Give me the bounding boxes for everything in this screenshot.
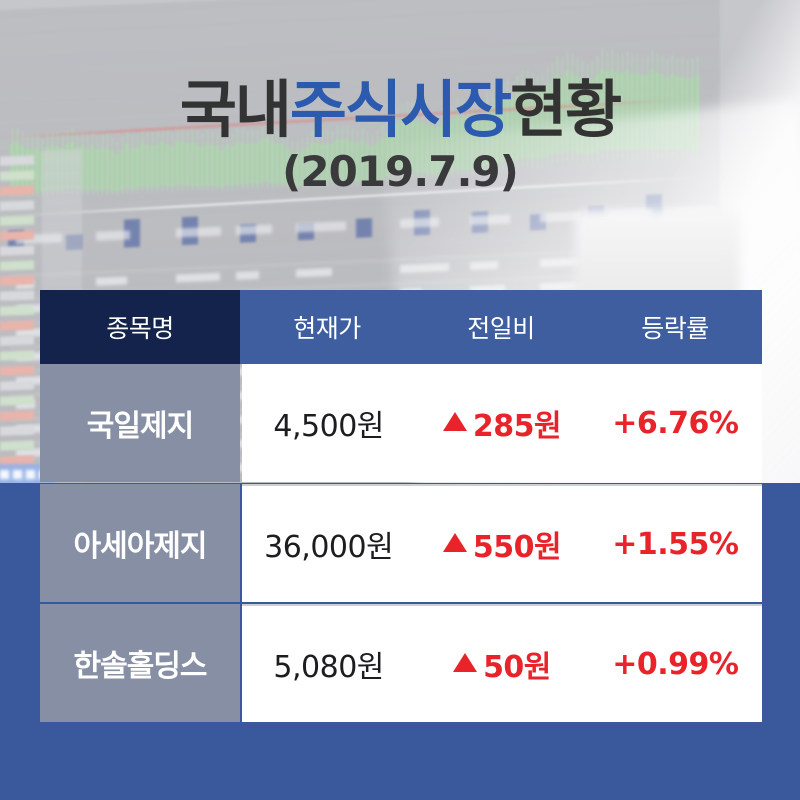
cell-stock-name: 아세아제지 [40, 484, 240, 602]
cell-change-rate: +1.55% [612, 526, 739, 562]
title-block: 국내주식시장현황 (2019.7.9) [0, 78, 800, 196]
column-header-name: 종목명 [40, 290, 240, 364]
cell-current-price: 36,000원 [264, 530, 394, 565]
row-values: 36,000원 550원 +1.55% [242, 484, 762, 602]
cell-change-rate: +0.99% [612, 646, 739, 682]
row-values: 4,500원 285원 +6.76% [242, 364, 762, 482]
table-row: 국일제지 4,500원 285원 +6.76% [40, 364, 762, 482]
column-header-change: 전일비 [414, 290, 588, 364]
column-header-price: 현재가 [240, 290, 414, 364]
title-segment-domestic: 국내 [179, 73, 292, 146]
triangle-up-icon [453, 652, 478, 672]
table-body: 국일제지 4,500원 285원 +6.76% 아세아제지 36,000원 55… [40, 364, 762, 722]
cell-current-price: 4,500원 [273, 409, 384, 444]
cell-change: 550원 [415, 522, 588, 566]
cell-stock-name: 한솔홀딩스 [40, 604, 240, 722]
cell-current-price: 5,080원 [273, 650, 384, 685]
triangle-up-icon [442, 532, 467, 552]
cell-change-value: 550원 [472, 530, 562, 565]
page-title: 국내주식시장현황 [0, 78, 800, 141]
cell-change-value: 285원 [472, 409, 562, 444]
stock-table: 종목명 현재가 전일비 등락률 국일제지 4,500원 285원 +6.76% … [40, 290, 762, 722]
column-header-rate: 등락률 [588, 290, 762, 364]
cell-stock-name: 국일제지 [40, 364, 240, 482]
title-segment-status: 현황 [510, 73, 622, 146]
table-row: 아세아제지 36,000원 550원 +1.55% [40, 484, 762, 602]
cell-change-value: 50원 [483, 650, 551, 685]
table-header-row: 종목명 현재가 전일비 등락률 [40, 290, 762, 364]
cell-change-rate: +6.76% [612, 405, 739, 441]
cell-change: 50원 [415, 642, 588, 686]
row-values: 5,080원 50원 +0.99% [242, 604, 762, 722]
triangle-up-icon [442, 411, 467, 431]
cell-change: 285원 [415, 401, 588, 445]
page-date: (2019.7.9) [282, 147, 519, 197]
table-row: 한솔홀딩스 5,080원 50원 +0.99% [40, 604, 762, 722]
title-segment-stockmarket: 주식시장 [289, 73, 512, 146]
